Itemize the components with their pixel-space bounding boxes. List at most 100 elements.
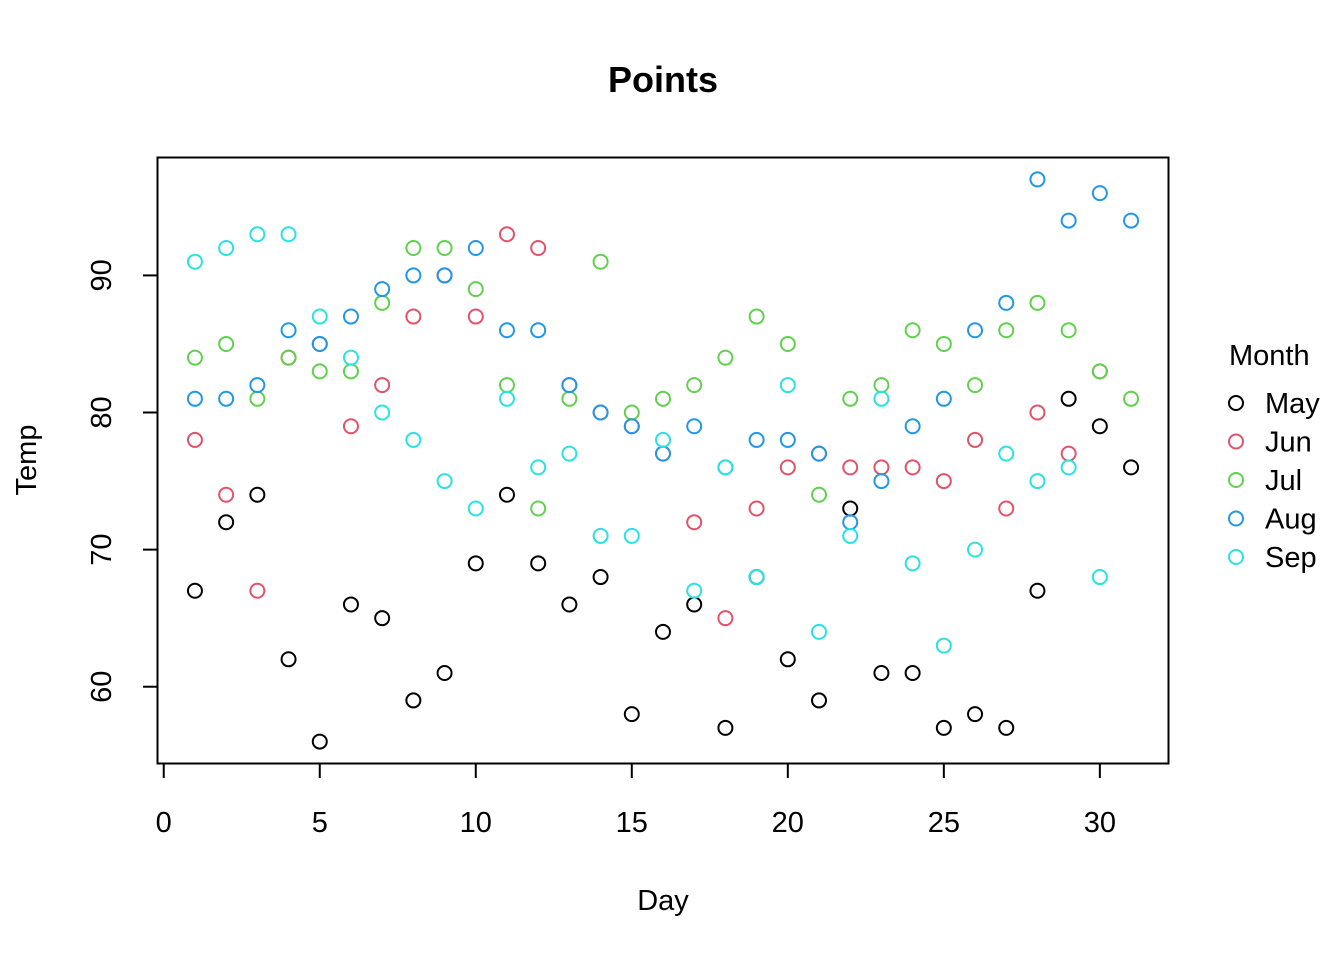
series-aug — [186, 171, 1140, 531]
data-point — [717, 349, 734, 366]
chart-title: Points — [608, 59, 718, 100]
data-point — [405, 308, 422, 325]
series-sep — [186, 226, 1108, 654]
series-may — [186, 390, 1140, 750]
y-tick-label: 90 — [86, 259, 118, 291]
x-tick-label: 5 — [312, 807, 328, 839]
data-point — [935, 637, 952, 654]
data-point — [1060, 459, 1077, 476]
data-point — [311, 335, 328, 352]
legend-item-sep: Sep — [1228, 542, 1317, 574]
data-point — [904, 322, 921, 339]
data-point — [311, 308, 328, 325]
data-point — [280, 226, 297, 243]
legend-label: Jun — [1265, 427, 1312, 459]
x-axis-label: Day — [637, 885, 689, 917]
data-point — [655, 623, 671, 640]
data-point — [186, 253, 203, 270]
data-point — [498, 322, 515, 339]
data-point — [374, 610, 391, 627]
data-point — [249, 226, 266, 243]
legend-marker — [1228, 549, 1244, 565]
data-point — [935, 473, 952, 490]
data-point — [967, 706, 984, 723]
data-point — [186, 582, 203, 599]
data-point — [717, 459, 734, 476]
legend-item-jul: Jul — [1228, 465, 1302, 497]
data-point — [436, 239, 453, 256]
data-point — [342, 308, 359, 325]
data-point — [748, 500, 765, 517]
data-point — [686, 514, 703, 531]
data-point — [530, 500, 547, 517]
data-point — [530, 555, 547, 572]
data-point — [998, 719, 1015, 736]
data-point — [998, 500, 1015, 517]
data-point — [1091, 569, 1108, 586]
data-points — [186, 171, 1140, 750]
y-axis-label: Temp — [11, 425, 43, 496]
data-point — [904, 555, 921, 572]
data-point — [249, 582, 266, 599]
x-tick-label: 20 — [772, 807, 804, 839]
data-point — [779, 459, 796, 476]
data-point — [561, 377, 578, 394]
data-point — [405, 692, 422, 709]
y-tick-label: 60 — [86, 671, 118, 703]
data-point — [1123, 459, 1140, 476]
data-point — [967, 541, 984, 558]
data-point — [904, 665, 921, 682]
data-point — [186, 349, 203, 366]
data-point — [374, 281, 391, 298]
data-point — [498, 486, 515, 503]
data-point — [280, 349, 297, 366]
legend-label: Jul — [1265, 465, 1302, 497]
data-point — [592, 569, 609, 586]
data-point — [998, 445, 1015, 462]
legend-marker — [1228, 472, 1244, 488]
data-point — [811, 623, 828, 640]
legend: Month May Jun Jul Aug Sep — [1228, 340, 1320, 574]
data-point — [748, 308, 765, 325]
data-point — [405, 267, 422, 284]
data-point — [1029, 404, 1046, 421]
data-point — [467, 281, 484, 298]
data-point — [1060, 390, 1077, 407]
data-point — [873, 390, 890, 407]
data-point — [436, 473, 453, 490]
data-point — [249, 377, 266, 394]
data-point — [904, 418, 921, 435]
legend-item-aug: Aug — [1228, 504, 1317, 536]
data-point — [280, 651, 297, 668]
data-point — [436, 665, 453, 682]
data-point — [530, 459, 547, 476]
data-point — [655, 390, 671, 407]
data-point — [592, 253, 609, 270]
data-point — [249, 486, 266, 503]
data-point — [1091, 185, 1108, 202]
legend-label: May — [1265, 388, 1320, 420]
data-point — [748, 431, 765, 448]
data-point — [342, 349, 359, 366]
data-point — [779, 431, 796, 448]
data-point — [717, 610, 734, 627]
data-point — [967, 322, 984, 339]
data-point — [873, 473, 890, 490]
data-point — [686, 377, 703, 394]
legend-item-jun: Jun — [1228, 427, 1312, 459]
data-point — [998, 294, 1015, 311]
data-point — [1029, 171, 1046, 188]
data-point — [842, 527, 859, 544]
data-point — [935, 335, 952, 352]
series-jul — [186, 239, 1140, 517]
data-point — [623, 418, 640, 435]
data-point — [467, 555, 484, 572]
data-point — [218, 335, 235, 352]
data-point — [218, 390, 235, 407]
data-point — [811, 692, 828, 709]
data-point — [748, 569, 765, 586]
data-point — [967, 431, 984, 448]
data-point — [530, 322, 547, 339]
data-point — [623, 706, 640, 723]
